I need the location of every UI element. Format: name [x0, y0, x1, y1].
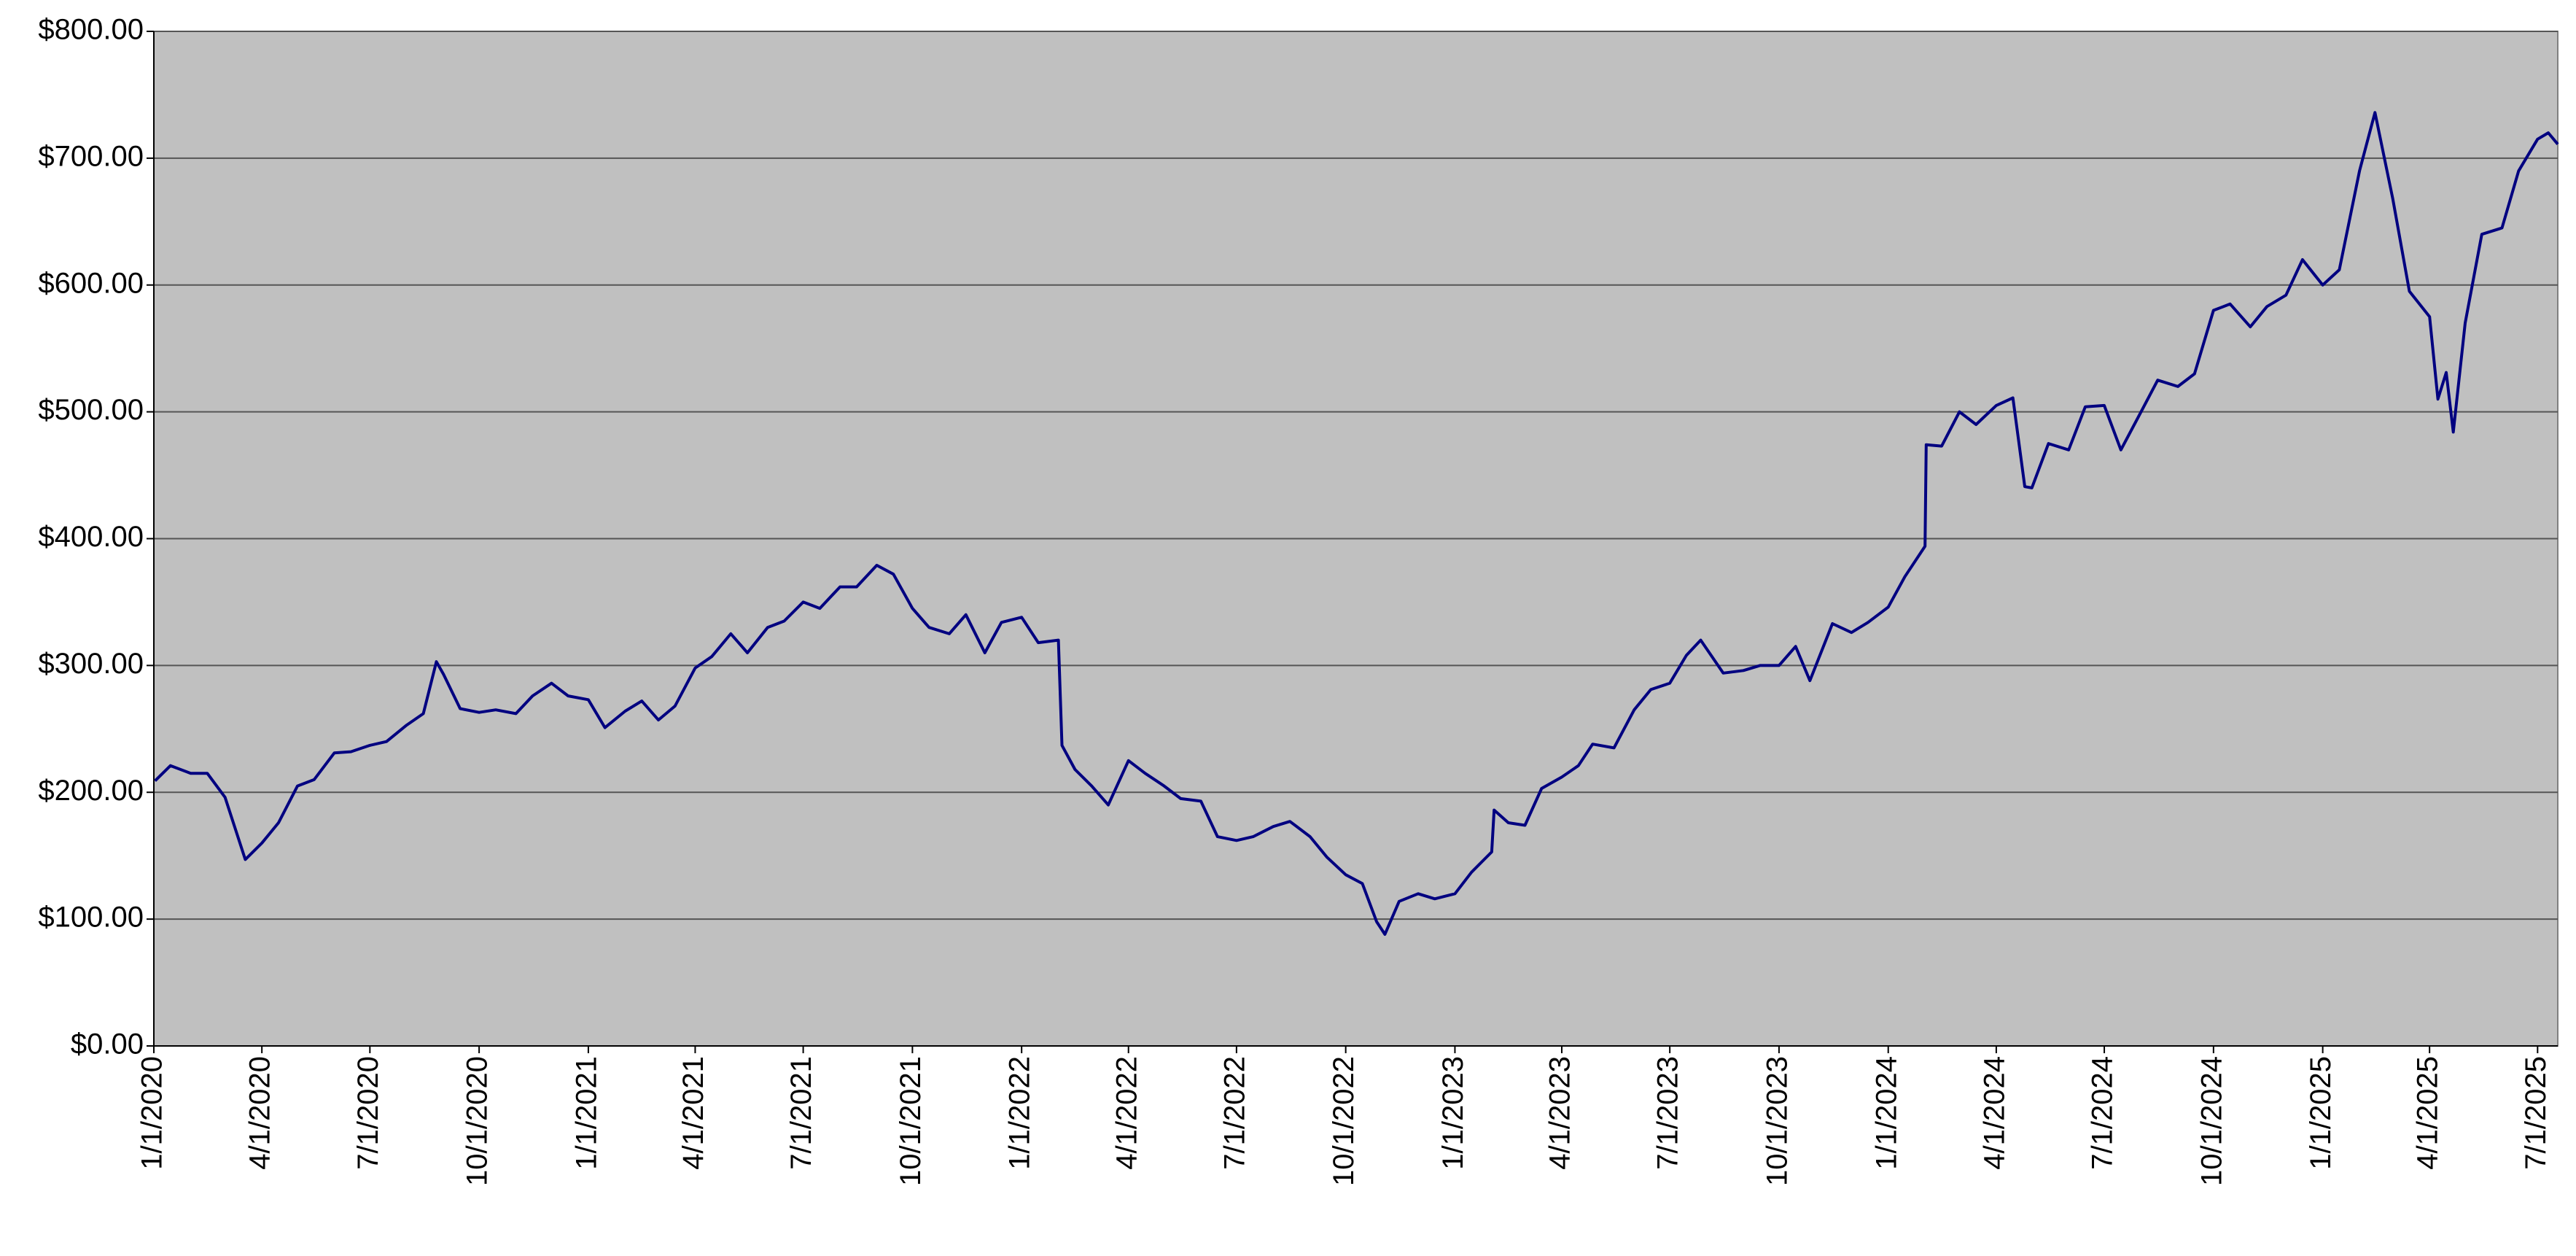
- y-tick-label: $500.00: [38, 394, 144, 426]
- x-tick-label: 10/1/2022: [1328, 1056, 1360, 1186]
- x-tick-label: 4/1/2025: [2412, 1056, 2444, 1170]
- x-tick-label: 4/1/2021: [677, 1056, 709, 1170]
- x-tick-label: 1/1/2024: [1870, 1056, 1902, 1170]
- x-tick-label: 7/1/2025: [2520, 1056, 2552, 1170]
- x-tick-label: 10/1/2020: [462, 1056, 494, 1186]
- y-tick-label: $100.00: [38, 902, 144, 934]
- x-tick-label: 7/1/2021: [785, 1056, 817, 1170]
- price-line: [154, 111, 2559, 936]
- x-tick-label: 7/1/2022: [1218, 1056, 1250, 1170]
- x-tick-label: 10/1/2024: [2195, 1056, 2227, 1186]
- x-tick-label: 10/1/2021: [895, 1056, 927, 1186]
- y-tick-label: $0.00: [71, 1028, 144, 1061]
- x-tick-label: 1/1/2021: [570, 1056, 602, 1170]
- y-tick-label: $700.00: [38, 140, 144, 172]
- x-tick-label: 7/1/2024: [2087, 1056, 2119, 1170]
- x-tick-label: 4/1/2022: [1110, 1056, 1143, 1170]
- x-tick-label: 4/1/2024: [1978, 1056, 2010, 1170]
- x-tick-label: 1/1/2020: [136, 1056, 168, 1170]
- x-tick-label: 7/1/2023: [1652, 1056, 1684, 1170]
- y-tick-label: $300.00: [38, 648, 144, 680]
- y-tick-label: $200.00: [38, 775, 144, 807]
- y-tick-label: $600.00: [38, 267, 144, 299]
- x-tick-label: 7/1/2020: [352, 1056, 384, 1170]
- x-tick-label: 10/1/2023: [1761, 1056, 1793, 1186]
- y-tick-label: $400.00: [38, 521, 144, 553]
- y-tick-label: $800.00: [38, 14, 144, 46]
- x-tick-label: 4/1/2020: [244, 1056, 276, 1170]
- x-tick-label: 1/1/2023: [1437, 1056, 1469, 1170]
- x-tick-label: 1/1/2025: [2305, 1056, 2337, 1170]
- x-tick-label: 1/1/2022: [1004, 1056, 1036, 1170]
- x-tick-label: 4/1/2023: [1544, 1056, 1576, 1170]
